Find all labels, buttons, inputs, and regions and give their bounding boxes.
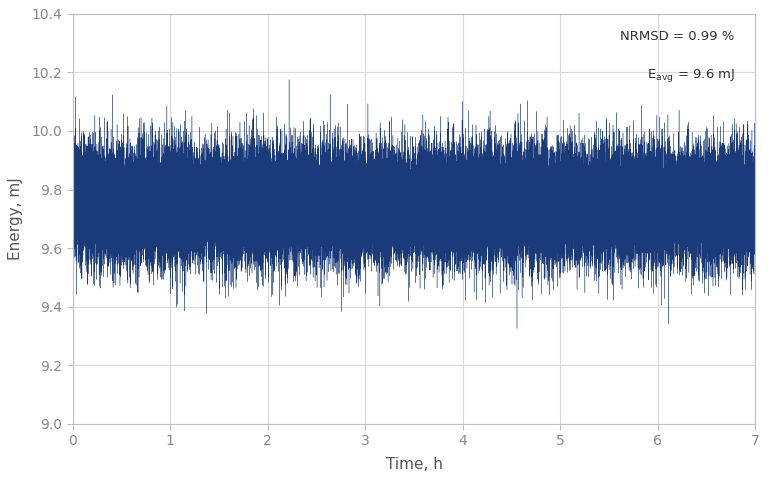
Y-axis label: Energy, mJ: Energy, mJ (8, 178, 23, 260)
X-axis label: Time, h: Time, h (386, 456, 442, 472)
Text: E$_{\mathregular{avg}}$ = 9.6 mJ: E$_{\mathregular{avg}}$ = 9.6 mJ (647, 67, 735, 84)
Text: NRMSD = 0.99 %: NRMSD = 0.99 % (621, 30, 735, 43)
